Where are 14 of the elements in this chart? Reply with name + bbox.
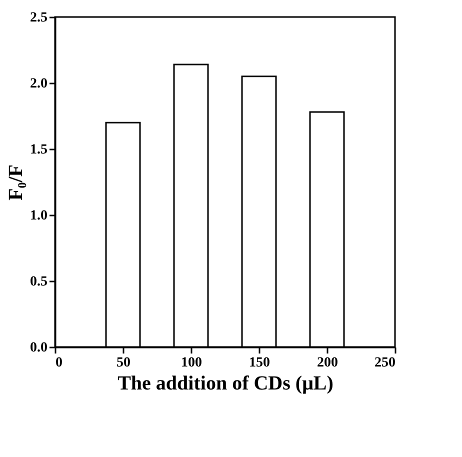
y-tick-label: 1.0 <box>30 208 48 224</box>
x-tick-label: 250 <box>374 356 396 370</box>
y-tick-label: 2.5 <box>30 10 48 26</box>
y-axis-title: F₀/F <box>5 164 27 200</box>
y-tick-label: 0.0 <box>30 340 48 356</box>
x-axis-title: The addition of CDs (μL) <box>118 372 334 394</box>
y-tick-label: 2.0 <box>30 76 48 92</box>
x-tick-label: 200 <box>317 356 338 370</box>
y-tick-label: 1.5 <box>30 142 48 158</box>
y-tick-label: 0.5 <box>30 274 48 290</box>
x-tick-label: 100 <box>181 356 202 370</box>
x-tick-label: 150 <box>249 356 270 370</box>
x-tick-label: 0 <box>56 356 62 370</box>
x-tick-label: 50 <box>116 356 130 370</box>
